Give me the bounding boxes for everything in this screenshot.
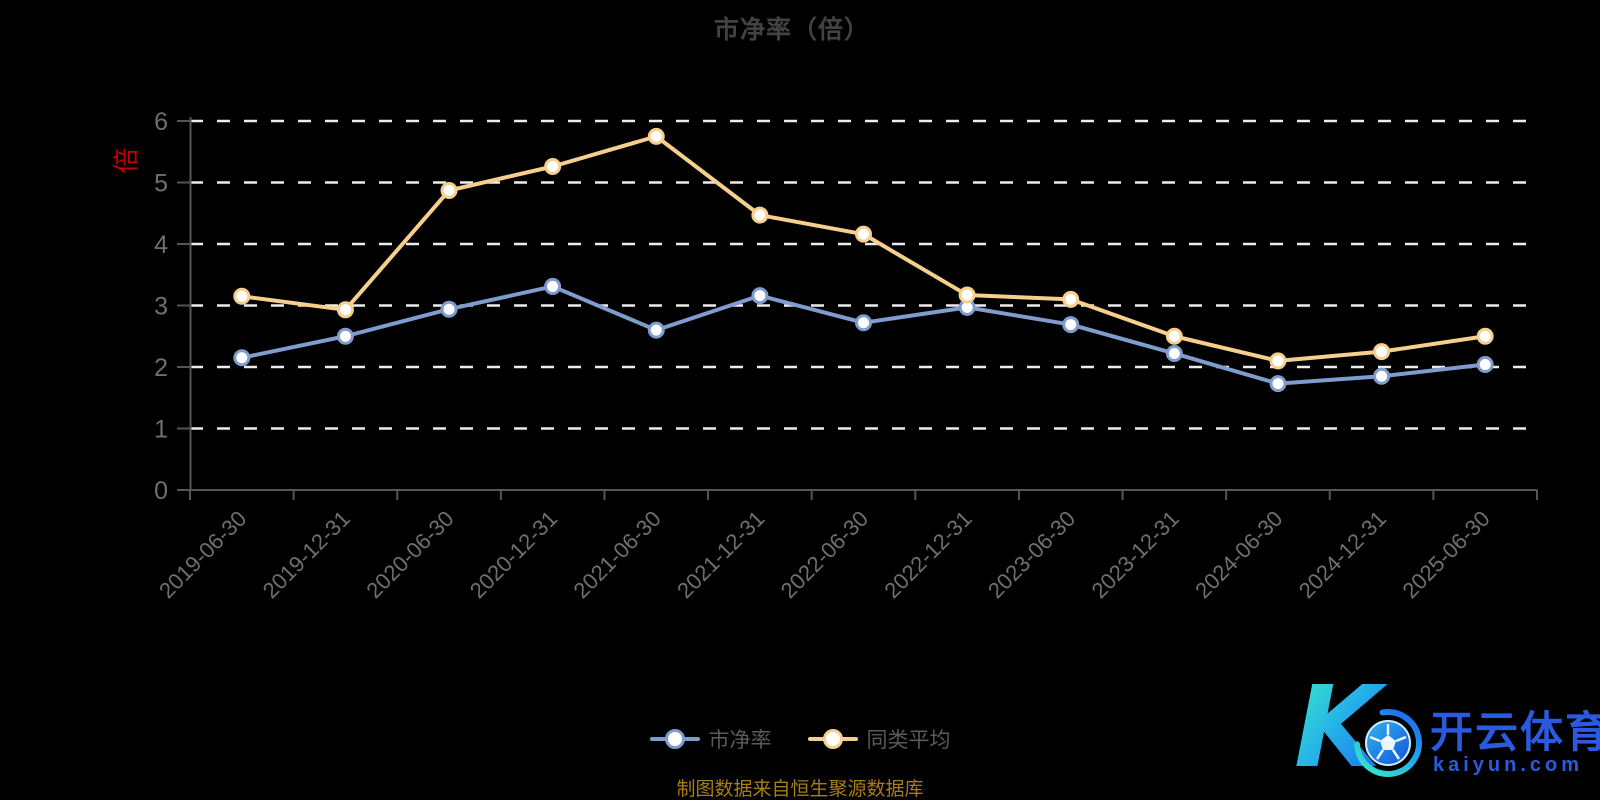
y-axis-label: 2 [154,354,168,382]
legend-label: 同类平均 [866,729,951,752]
data-point[interactable] [647,321,665,339]
y-axis-label: 4 [154,231,168,259]
data-point[interactable] [1476,356,1494,374]
chart-title: 市净率（倍） [713,16,870,44]
data-point[interactable] [1269,375,1287,393]
data-point[interactable] [544,158,562,176]
data-point[interactable] [336,327,354,345]
data-point[interactable] [233,349,251,367]
x-axis-label: 2024-06-30 [1190,506,1287,603]
data-point[interactable] [1373,343,1391,361]
data-point[interactable] [1269,352,1287,370]
x-axis-label: 2021-06-30 [569,506,666,603]
data-point[interactable] [855,314,872,332]
data-point[interactable] [1062,290,1080,308]
x-axis-label: 2019-12-31 [258,506,355,603]
data-point[interactable] [440,300,458,318]
x-axis-label: 2025-06-30 [1397,506,1494,603]
x-axis-label: 2021-12-31 [672,506,769,603]
data-point[interactable] [751,287,769,305]
legend-item-pb-ratio[interactable]: 市净率 [649,724,772,754]
y-axis-label: 6 [154,108,168,136]
data-point[interactable] [647,127,665,145]
x-axis-label: 2020-06-30 [361,506,458,603]
y-axis-label: 5 [154,170,168,198]
x-axis-label: 2022-06-30 [776,506,873,603]
watermark-domain-text: kaiyun.com [1433,754,1584,776]
data-point[interactable] [751,206,769,224]
legend-item-peer-average[interactable]: 同类平均 [807,724,951,754]
data-source-note: 制图数据来自恒生聚源数据库 [676,779,924,800]
data-point[interactable] [1373,367,1391,385]
pb-ratio-series-marker-icon [649,728,700,750]
y-axis-label: 1 [154,416,168,444]
x-axis-label: 2023-06-30 [983,506,1080,603]
data-point[interactable] [336,301,354,319]
x-axis-label: 2020-12-31 [465,506,562,603]
data-point[interactable] [958,286,976,304]
y-axis-label: 3 [154,293,168,321]
legend-label: 市净率 [708,729,772,752]
x-axis-label: 2022-12-31 [879,506,976,603]
x-axis-label: 2024-12-31 [1294,506,1391,603]
data-point[interactable] [1165,327,1183,345]
watermark-brand-text: 开云体育 [1430,709,1600,757]
data-point[interactable] [440,181,458,199]
watermark-k-ball-icon: K [1294,663,1422,793]
x-axis-label: 2023-12-31 [1087,506,1184,603]
x-axis-label: 2019-06-30 [154,506,251,603]
data-point[interactable] [1476,327,1494,345]
series-line-0 [239,284,1488,386]
data-point[interactable] [544,277,562,295]
peer-average-series-marker-icon [807,728,858,750]
soccer-ball-icon [1365,720,1411,766]
data-point[interactable] [1062,316,1080,334]
y-axis-label: 0 [154,477,168,505]
data-point[interactable] [1165,344,1183,362]
legend: 市净率 同类平均 [0,724,1600,754]
data-point[interactable] [855,225,872,243]
data-point[interactable] [233,287,251,305]
watermark-logo: K 开云体育 kaiyun.com [1290,658,1600,798]
